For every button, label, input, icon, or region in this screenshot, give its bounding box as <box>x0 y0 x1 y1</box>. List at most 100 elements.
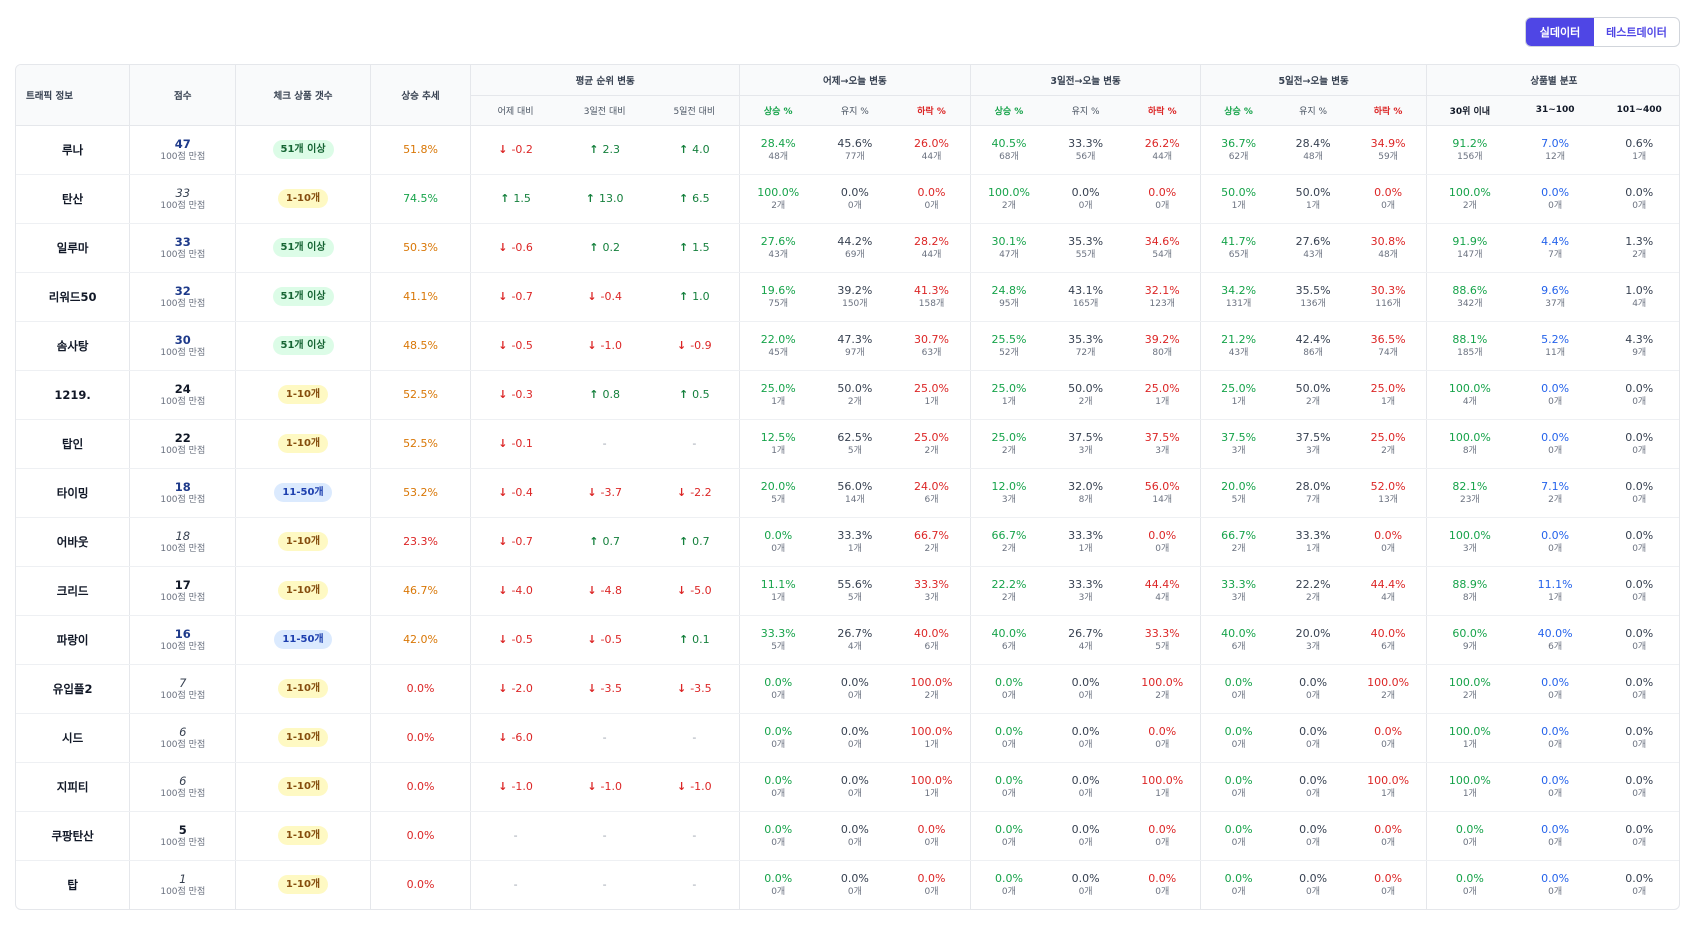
change-pct: 40.0% <box>1221 626 1257 640</box>
change-pct: 22.0% <box>760 332 796 346</box>
change-cell: 0.0% 0개 <box>1047 860 1124 909</box>
table-row[interactable]: 시드 6 100점 만점 1-10개 0.0% ↓ -6.0- -0.0% 0개 0.0% 0개 10… <box>16 713 1679 763</box>
change-cell: 0.0% 0개 <box>970 713 1048 763</box>
change-cell: 11.1% 1개 <box>739 566 817 616</box>
avg-change-cell: ↑ 2.3 <box>559 125 650 175</box>
real-data-button[interactable]: 실데이터 <box>1526 18 1594 46</box>
dist-pct: 0.0% <box>1541 430 1570 444</box>
change-pct: 39.2% <box>837 283 873 297</box>
score-cell: 22 100점 만점 <box>129 419 237 469</box>
dist-count: 9개 <box>1632 347 1647 358</box>
change-count: 0개 <box>1078 690 1093 701</box>
change-count: 0개 <box>847 886 862 897</box>
change-cell: 27.6% 43개 <box>1275 223 1351 273</box>
change-count: 13개 <box>1378 494 1398 505</box>
avg-change-cell: ↓ -4.0 <box>470 566 560 616</box>
dist-count: 0개 <box>1548 543 1563 554</box>
table-row[interactable]: 루나 47 100점 만점 51개 이상 51.8% ↓ -0.2 ↑ 2.3 ↑ 4.0 28.4%… <box>16 125 1679 175</box>
arrow-down-icon: ↓ <box>498 780 508 793</box>
change-pct: 0.0% <box>764 528 793 542</box>
arrow-down-icon: ↓ <box>498 682 508 695</box>
dist-pct: 100.0% <box>1448 528 1491 542</box>
change-cell: 30.7% 63개 <box>893 321 971 371</box>
change-cell: 0.0% 0개 <box>1124 811 1202 861</box>
change-pct: 100.0% <box>1141 773 1184 787</box>
dist-cell: 7.0% 12개 <box>1512 125 1598 175</box>
score-suffix: 100점 만점 <box>160 396 206 407</box>
change-count: 2개 <box>1001 445 1016 456</box>
change-cell: 33.3% 3개 <box>893 566 971 616</box>
change-pct: 0.0% <box>917 185 946 199</box>
table-row[interactable]: 탑 1 100점 만점 1-10개 0.0% - - -0.0% 0개 0.0% 0개 0.0% 0개 0… <box>16 860 1679 909</box>
dist-cell: 0.0% 0개 <box>1597 468 1679 518</box>
change-cell: 25.0% 1개 <box>1124 370 1202 420</box>
change-cell: 37.5% 3개 <box>1275 419 1351 469</box>
arrow-down-icon: ↓ <box>498 535 508 548</box>
change-count: 0개 <box>771 788 786 799</box>
dist-pct: 0.0% <box>1625 528 1654 542</box>
table-row[interactable]: 리워드50 32 100점 만점 51개 이상 41.1% ↓ -0.7 ↓ -0.4 ↑ 1.0 1… <box>16 272 1679 322</box>
change-count: 47개 <box>999 249 1019 260</box>
dist-count: 7개 <box>1548 249 1563 260</box>
table-row[interactable]: 탑인 22 100점 만점 1-10개 52.5% ↓ -0.1- -12.5% 1개 62.5%… <box>16 419 1679 469</box>
score-suffix: 100점 만점 <box>160 592 206 603</box>
dist-cell: 0.0% 0개 <box>1512 713 1598 763</box>
table-row[interactable]: 어바웃 18 100점 만점 1-10개 23.3% ↓ -0.7 ↑ 0.7 ↑ 0.7 0.0% 0… <box>16 517 1679 567</box>
dist-pct: 40.0% <box>1537 626 1573 640</box>
dist-count: 185개 <box>1457 347 1483 358</box>
avg-change-value: - <box>602 829 607 842</box>
dist-pct: 7.1% <box>1541 479 1570 493</box>
change-pct: 35.3% <box>1068 332 1104 346</box>
change-cell: 27.6% 43개 <box>739 223 817 273</box>
change-cell: 62.5% 5개 <box>816 419 894 469</box>
change-cell: 0.0% 0개 <box>816 174 894 224</box>
arrow-up-icon: ↑ <box>589 535 599 548</box>
dist-count: 1개 <box>1462 788 1477 799</box>
avg-change-value: -0.9 <box>690 339 712 352</box>
arrow-up-icon: ↑ <box>589 388 599 401</box>
dist-pct: 0.0% <box>1625 381 1654 395</box>
change-pct: 44.4% <box>1144 577 1180 591</box>
avg-change-value: -0.3 <box>511 388 533 401</box>
score-value: 7 <box>179 675 187 690</box>
table-row[interactable]: 1219. 24 100점 만점 1-10개 52.5% ↓ -0.3 ↑ 0.8 ↑ 0.5 25.… <box>16 370 1679 420</box>
dist-pct: 0.0% <box>1625 675 1654 689</box>
table-row[interactable]: 파랑이 16 100점 만점 11-50개 42.0% ↓ -0.5 ↓ -0.5 ↑ 0.1 33.… <box>16 615 1679 665</box>
change-count: 2개 <box>1001 200 1016 211</box>
change-pct: 0.0% <box>1148 871 1177 885</box>
dist-count: 0개 <box>1548 396 1563 407</box>
dist-cell: 0.0% 0개 <box>1513 860 1597 909</box>
avg-change-cell: ↑ 0.8 <box>559 370 650 420</box>
table-row[interactable]: 유입플2 7 100점 만점 1-10개 0.0% ↓ -2.0 ↓ -3.5 ↓ -3.5 0.0%… <box>16 664 1679 714</box>
table-row[interactable]: 지피티 6 100점 만점 1-10개 0.0% ↓ -1.0 ↓ -1.0 ↓ -1.0 0.0% 0… <box>16 762 1679 812</box>
traffic-name: 시드 <box>16 713 131 763</box>
arrow-up-icon: ↑ <box>678 290 689 303</box>
table-row[interactable]: 일루마 33 100점 만점 51개 이상 50.3% ↓ -0.6 ↑ 0.2 ↑ 1.5 27.6… <box>16 223 1679 273</box>
dist-pct: 0.0% <box>1455 822 1484 836</box>
avg-change-cell: ↓ -0.7 <box>470 517 560 567</box>
dist-pct: 4.4% <box>1541 234 1570 248</box>
test-data-button[interactable]: 테스트데이터 <box>1606 26 1667 39</box>
change-count: 0개 <box>847 200 862 211</box>
table-row[interactable]: 크리드 17 100점 만점 1-10개 46.7% ↓ -4.0 ↓ -4.8 ↓ -5.0 11.… <box>16 566 1679 616</box>
change-cell: 40.0% 6개 <box>1200 615 1276 665</box>
dist-cell: 0.0% 0개 <box>1597 811 1679 861</box>
change-count: 3개 <box>1155 445 1170 456</box>
table-row[interactable]: 솜사탕 30 100점 만점 51개 이상 48.5% ↓ -0.5 ↓ -1.0 ↓ -0.9 22… <box>16 321 1679 371</box>
header-group-5: 5일전→오늘 변동 <box>1200 65 1427 96</box>
change-count: 1개 <box>1231 200 1246 211</box>
change-cell: 32.1% 123개 <box>1124 272 1202 322</box>
change-cell: 0.0% 0개 <box>1047 174 1125 224</box>
traffic-name: 어바웃 <box>16 517 131 567</box>
dist-cell: 100.0% 3개 <box>1426 517 1513 567</box>
change-count: 0개 <box>1078 739 1093 750</box>
change-pct: 25.0% <box>991 381 1027 395</box>
table-row[interactable]: 쿠팡탄산 5 100점 만점 1-10개 0.0% - - -0.0% 0개 0.0% 0개 0.0%… <box>16 811 1679 861</box>
table-row[interactable]: 타이밍 18 100점 만점 11-50개 53.2% ↓ -0.4 ↓ -3.7 ↓ -2.2 20… <box>16 468 1679 518</box>
header-dist: 상품별 분포 <box>1426 65 1679 96</box>
change-pct: 40.0% <box>914 626 949 640</box>
table-row[interactable]: 탄산 33 100점 만점 1-10개 74.5% ↑ 1.5 ↑ 13.0 ↑ 6.5 100.0%… <box>16 174 1679 224</box>
avg-change-cell: ↑ 0.7 <box>649 517 741 567</box>
traffic-name: 1219. <box>16 370 131 420</box>
avg-change-cell: ↓ -3.5 <box>559 664 650 714</box>
